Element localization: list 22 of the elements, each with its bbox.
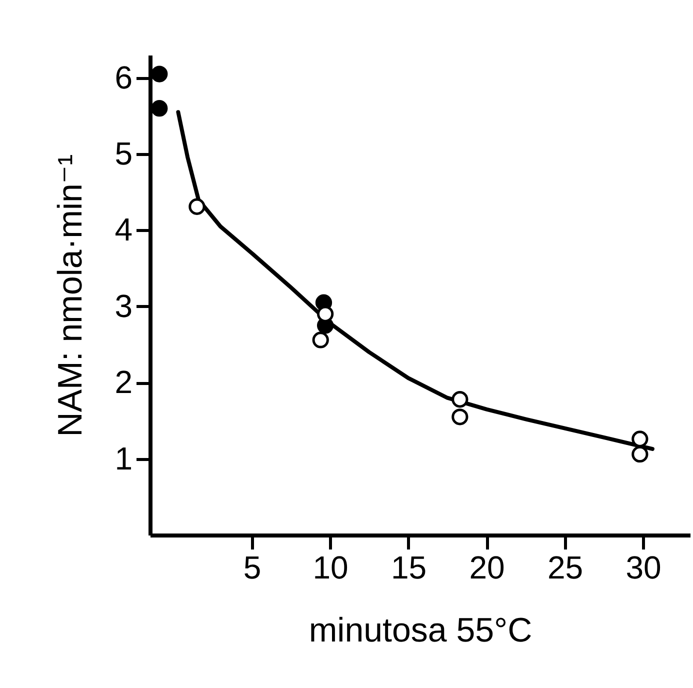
y-tick-label: 1 [114,440,132,476]
point [188,198,206,215]
x-tick-label: 20 [469,550,505,586]
point [452,408,468,426]
x-tick-label: 15 [390,550,427,586]
y-tick-label: 3 [114,288,132,324]
y-tick-label: 6 [114,59,132,96]
x-tick-label: 30 [626,550,662,586]
x-tick-label: 10 [312,550,348,586]
x-tick-label: 25 [547,550,584,586]
point [151,100,168,117]
point [452,391,468,408]
point [312,332,329,348]
y-tick-label: 2 [114,364,132,400]
point [632,446,648,463]
point [151,66,168,82]
point [632,430,648,448]
x-axis-title: minutosa 55°C [308,612,532,650]
y-tick-label: 5 [114,136,132,172]
y-axis-title: NAM: nmola·min⁻¹ [52,154,90,437]
y-tick-label: 4 [114,212,132,248]
x-tick-label: 5 [243,550,262,586]
